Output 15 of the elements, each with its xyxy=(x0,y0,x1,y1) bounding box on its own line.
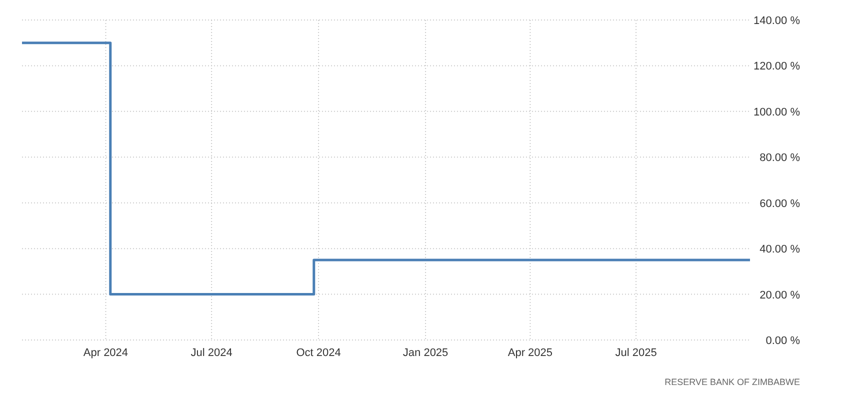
text: RESERVE BANK OF ZIMBABWE xyxy=(664,377,800,387)
y-tick-label: 100.00 % xyxy=(754,106,800,118)
x-tick-label: Jul 2025 xyxy=(615,347,657,359)
x-tick-label: Apr 2025 xyxy=(508,347,553,359)
y-tick-label: 120.00 % xyxy=(754,60,800,73)
x-tick-label: Jan 2025 xyxy=(402,347,448,359)
y-tick-label: 40.00 % xyxy=(760,244,800,256)
x-tick-label: Oct 2024 xyxy=(296,347,341,359)
y-tick-label: 140.00 % xyxy=(754,15,800,27)
y-tick-label: 80.00 % xyxy=(760,152,800,164)
y-tick-label: 0.00 % xyxy=(766,335,800,347)
y-tick-label: 60.00 % xyxy=(760,198,800,210)
x-tick-label: Apr 2024 xyxy=(83,347,128,359)
x-tick-label: Jul 2024 xyxy=(190,347,232,359)
y-tick-label: 20.00 % xyxy=(760,289,800,302)
